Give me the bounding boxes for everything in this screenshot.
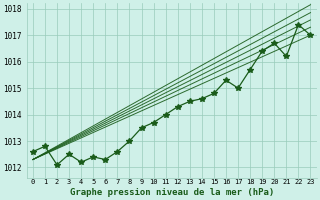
X-axis label: Graphe pression niveau de la mer (hPa): Graphe pression niveau de la mer (hPa) xyxy=(69,188,274,197)
